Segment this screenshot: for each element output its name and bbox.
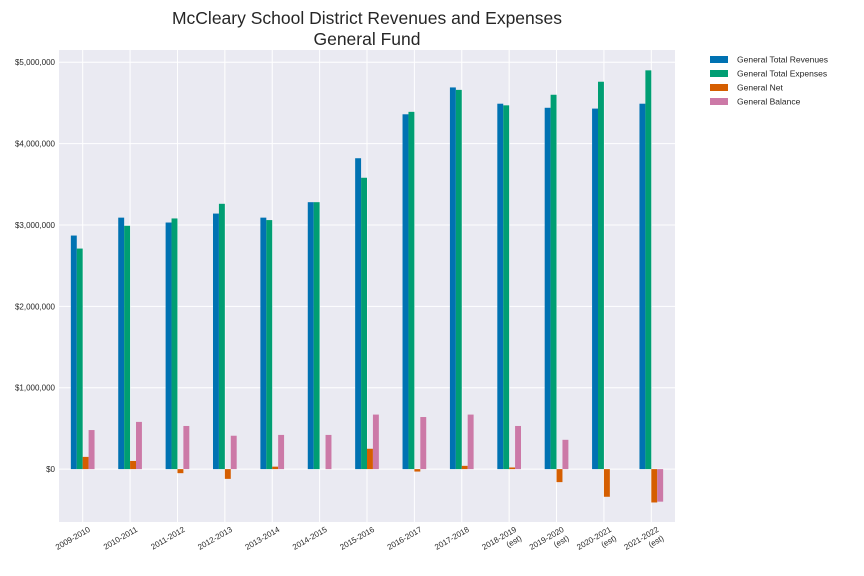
bar-series0-cat2 xyxy=(166,223,172,470)
bar-series0-cat0 xyxy=(71,236,77,470)
bar-series2-cat10 xyxy=(557,469,563,482)
y-tick-label-2: $2,000,000 xyxy=(15,302,56,311)
bar-series3-cat1 xyxy=(136,422,142,469)
bar-series2-cat7 xyxy=(414,469,420,471)
bar-series3-cat3 xyxy=(231,436,237,469)
y-axis-ticks: $0 $1,000,000 $2,000,000 $3,000,000 $4,000,0… xyxy=(15,58,56,474)
bar-series0-cat3 xyxy=(213,214,219,470)
y-tick-label-1: $1,000,000 xyxy=(15,384,56,393)
x-tick-label-line: 2016-2017 xyxy=(386,525,424,552)
y-tick-label-3: $3,000,000 xyxy=(15,221,56,230)
bar-series0-cat4 xyxy=(260,218,266,469)
bar-series0-cat8 xyxy=(450,87,456,469)
bar-series1-cat8 xyxy=(456,90,462,469)
bar-series0-cat5 xyxy=(308,202,314,469)
x-tick-label-9: 2018-2019(est) xyxy=(481,525,524,561)
bar-series3-cat5 xyxy=(326,435,332,469)
bar-series2-cat2 xyxy=(177,469,183,473)
legend-swatch-0 xyxy=(710,56,728,63)
x-tick-label-5: 2014-2015 xyxy=(291,525,329,552)
bar-series3-cat6 xyxy=(373,415,379,470)
bar-series3-cat9 xyxy=(515,426,521,469)
x-tick-label-2: 2011-2012 xyxy=(149,525,187,552)
bar-series3-cat10 xyxy=(562,440,568,469)
bar-series3-cat12 xyxy=(657,469,663,502)
bar-series2-cat8 xyxy=(462,466,468,469)
bar-series0-cat7 xyxy=(403,114,409,469)
x-tick-label-line: 2011-2012 xyxy=(149,525,187,552)
y-tick-label-0: $0 xyxy=(46,465,55,474)
bar-series1-cat1 xyxy=(124,226,130,469)
bar-series1-cat12 xyxy=(645,70,651,469)
bar-series1-cat3 xyxy=(219,204,225,469)
y-tick-label-4: $4,000,000 xyxy=(15,140,56,149)
bar-series1-cat11 xyxy=(598,82,604,469)
bar-series2-cat9 xyxy=(509,467,515,469)
x-tick-label-12: 2021-2022(est) xyxy=(623,525,666,561)
x-tick-label-line: 2017-2018 xyxy=(433,525,471,552)
bar-series3-cat4 xyxy=(278,435,284,469)
bar-series3-cat7 xyxy=(420,417,426,469)
bar-series3-cat2 xyxy=(183,426,189,469)
x-tick-label-10: 2019-2020(est) xyxy=(528,525,571,561)
bar-series0-cat9 xyxy=(497,104,503,469)
x-tick-label-4: 2013-2014 xyxy=(244,525,282,552)
bar-series0-cat6 xyxy=(355,158,361,469)
bar-series0-cat10 xyxy=(545,108,551,469)
x-tick-label-6: 2015-2016 xyxy=(338,525,376,552)
bar-series2-cat0 xyxy=(83,457,89,469)
legend-label-0: General Total Revenues xyxy=(737,55,828,65)
legend-label-3: General Balance xyxy=(737,97,801,107)
bar-series1-cat7 xyxy=(408,112,414,469)
x-tick-label-0: 2009-2010 xyxy=(54,525,92,552)
bar-series0-cat12 xyxy=(639,104,645,469)
x-tick-label-3: 2012-2013 xyxy=(196,525,234,552)
legend-swatch-2 xyxy=(710,84,728,91)
x-tick-label-line: 2015-2016 xyxy=(338,525,376,552)
legend-swatch-1 xyxy=(710,70,728,77)
bar-series1-cat2 xyxy=(172,218,178,469)
bar-series0-cat11 xyxy=(592,109,598,470)
x-tick-label-7: 2016-2017 xyxy=(386,525,424,552)
bar-series2-cat4 xyxy=(272,467,278,469)
bar-series1-cat4 xyxy=(266,220,272,469)
bar-series3-cat8 xyxy=(468,415,474,470)
legend-label-2: General Net xyxy=(737,83,783,93)
bar-series1-cat5 xyxy=(314,202,320,469)
x-axis-ticks: 2009-2010 2010-2011 2011-2012 2012-2013 2013… xyxy=(54,525,666,561)
bar-series3-cat0 xyxy=(89,430,95,469)
legend: General Total Revenues General Total Expe… xyxy=(710,55,828,107)
bar-series2-cat6 xyxy=(367,449,373,469)
bar-series2-cat1 xyxy=(130,461,136,469)
bar-series2-cat3 xyxy=(225,469,231,479)
bar-series1-cat9 xyxy=(503,105,509,469)
bar-series2-cat12 xyxy=(651,469,657,502)
x-tick-label-line: 2009-2010 xyxy=(54,525,92,552)
bar-series1-cat10 xyxy=(551,95,557,469)
bar-series1-cat0 xyxy=(77,249,83,470)
x-tick-label-8: 2017-2018 xyxy=(433,525,471,552)
x-tick-label-line: 2013-2014 xyxy=(244,525,282,552)
x-tick-label-11: 2020-2021(est) xyxy=(575,525,618,561)
y-tick-label-5: $5,000,000 xyxy=(15,58,56,67)
x-tick-label-line: 2010-2011 xyxy=(102,525,140,552)
bar-series0-cat1 xyxy=(118,218,124,469)
x-tick-label-line: 2014-2015 xyxy=(291,525,329,552)
bar-series2-cat11 xyxy=(604,469,610,497)
legend-swatch-3 xyxy=(710,98,728,105)
x-tick-label-1: 2010-2011 xyxy=(102,525,140,552)
x-tick-label-line: 2012-2013 xyxy=(196,525,234,552)
bar-series1-cat6 xyxy=(361,178,367,469)
legend-label-1: General Total Expenses xyxy=(737,69,827,79)
